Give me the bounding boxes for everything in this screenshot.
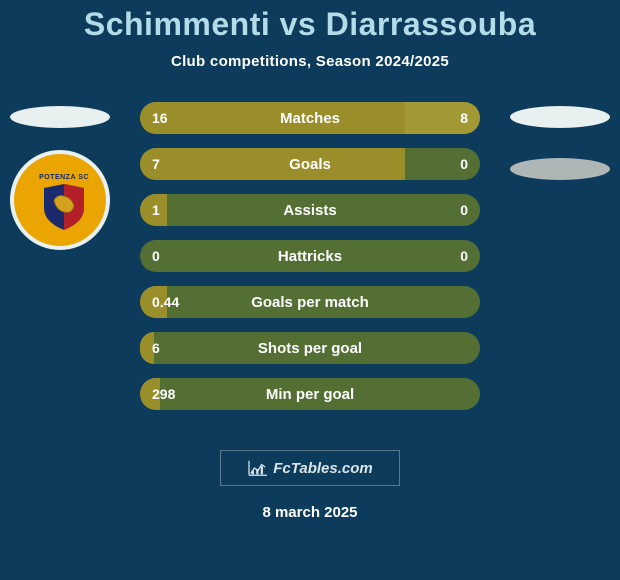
page-title: Schimmenti vs Diarrassouba <box>84 6 536 43</box>
club-badge-shield-icon <box>34 174 94 234</box>
stat-bar-goals: 70Goals <box>140 148 480 180</box>
chart-icon <box>247 459 269 477</box>
stat-bar-hattricks: 00Hattricks <box>140 240 480 272</box>
subtitle: Club competitions, Season 2024/2025 <box>171 53 449 70</box>
chart-area: POTENZA SC 168Matches 70Goals 10Assists 00H… <box>0 90 620 580</box>
stat-bar-matches: 168Matches <box>140 102 480 134</box>
club-badge-inner: POTENZA SC <box>28 168 100 240</box>
player-right-logo-placeholder-a-icon <box>510 106 610 128</box>
stat-bar-assists: 10Assists <box>140 194 480 226</box>
stat-bar-shots-per-goal: 6Shots per goal <box>140 332 480 364</box>
player-left-logo-placeholder-icon <box>10 106 110 128</box>
bar-label: Hattricks <box>140 248 480 265</box>
bar-label: Min per goal <box>140 386 480 403</box>
bar-label: Assists <box>140 202 480 219</box>
bar-label: Matches <box>140 110 480 127</box>
bar-label: Goals per match <box>140 294 480 311</box>
stat-bar-min-per-goal: 298Min per goal <box>140 378 480 410</box>
stat-bar-goals-per-match: 0.44Goals per match <box>140 286 480 318</box>
bar-label: Goals <box>140 156 480 173</box>
player-left-club-badge-icon: POTENZA SC <box>10 150 110 250</box>
club-badge-text: POTENZA SC <box>39 174 89 181</box>
watermark-text: FcTables.com <box>273 460 372 477</box>
date-text: 8 march 2025 <box>262 504 357 521</box>
bar-label: Shots per goal <box>140 340 480 357</box>
root-container: Schimmenti vs Diarrassouba Club competit… <box>0 0 620 580</box>
player-right-logo-placeholder-b-icon <box>510 158 610 180</box>
watermark: FcTables.com <box>220 450 400 486</box>
